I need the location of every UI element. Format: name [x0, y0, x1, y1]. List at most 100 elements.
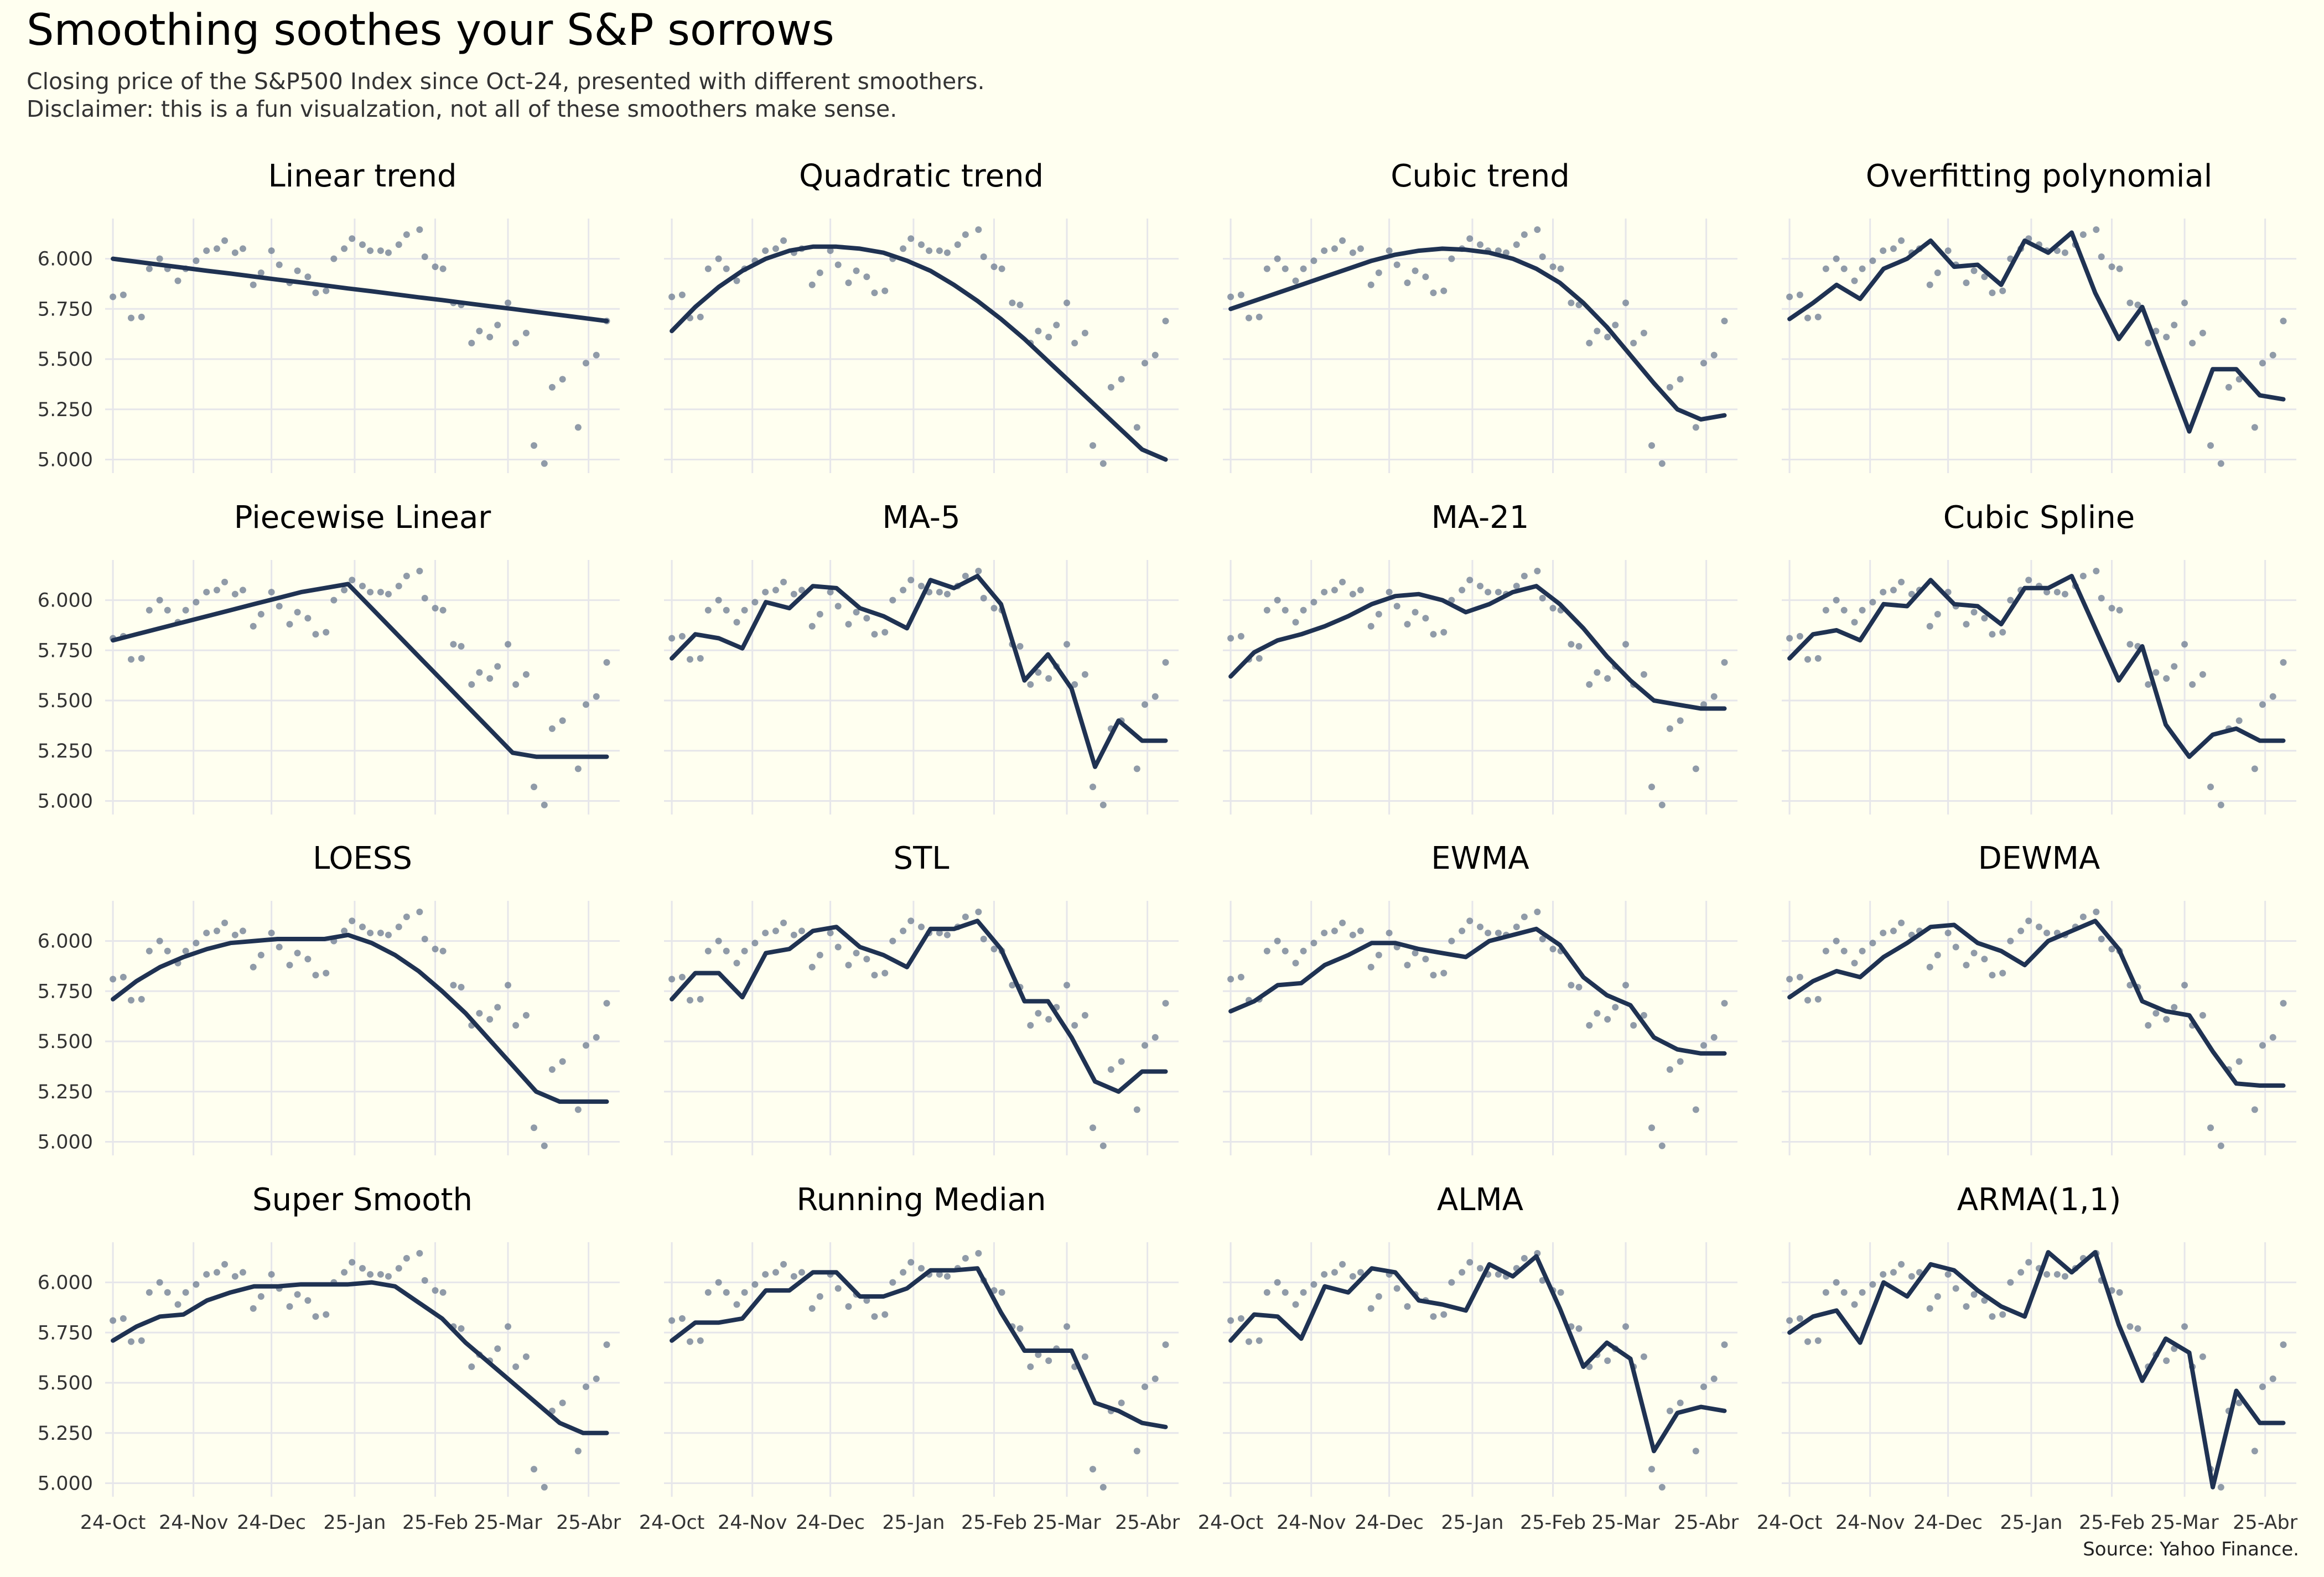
- smoother-line: [1228, 584, 1727, 711]
- data-point: [2163, 1357, 2170, 1365]
- data-point: [1118, 376, 1125, 383]
- data-point: [1404, 962, 1411, 969]
- panel-title: Cubic Spline: [1943, 500, 2135, 536]
- data-point: [678, 291, 686, 298]
- panel-7: MA-21: [1223, 500, 1737, 815]
- data-point: [1141, 1383, 1148, 1391]
- data-point: [2217, 1483, 2224, 1491]
- smoother-line: [1787, 230, 2286, 434]
- data-point: [889, 937, 896, 945]
- data-point: [548, 383, 556, 391]
- data-point: [1666, 1066, 1673, 1073]
- data-point: [1237, 1315, 1244, 1322]
- data-point: [193, 257, 200, 264]
- data-point: [1568, 982, 1575, 989]
- data-point: [2152, 328, 2160, 335]
- y-tick-label: 5.250: [38, 740, 93, 762]
- x-tick-label: 24-Nov: [159, 1512, 228, 1534]
- x-tick-label: 25-Feb: [2079, 1512, 2145, 1534]
- data-point: [231, 249, 238, 256]
- data-point: [505, 1323, 512, 1330]
- data-point: [1926, 1305, 1933, 1312]
- panel-title: DEWMA: [1978, 841, 2100, 876]
- smoother-line: [111, 582, 609, 759]
- data-point: [439, 947, 447, 954]
- data-point: [1133, 765, 1140, 772]
- data-point: [2036, 924, 2042, 931]
- data-point: [1521, 573, 1528, 580]
- data-point: [881, 629, 889, 636]
- data-point: [918, 924, 925, 931]
- data-point: [2098, 935, 2105, 942]
- data-point: [1851, 277, 1858, 284]
- data-point: [2134, 1325, 2141, 1332]
- data-point: [715, 255, 722, 262]
- data-point: [2171, 321, 2178, 329]
- data-point: [349, 235, 356, 242]
- data-point: [704, 947, 712, 954]
- data-point: [603, 1341, 610, 1348]
- data-point: [1666, 725, 1673, 732]
- data-point: [1430, 289, 1437, 297]
- data-point: [1099, 801, 1107, 808]
- data-point: [1859, 606, 1866, 614]
- data-point: [1118, 1058, 1125, 1065]
- data-point: [816, 610, 823, 618]
- data-point: [1869, 257, 1876, 264]
- data-point: [1009, 299, 1016, 307]
- data-point: [593, 1034, 600, 1041]
- data-point: [1422, 615, 1429, 622]
- panel-title: Cubic trend: [1391, 158, 1570, 194]
- data-point: [1151, 351, 1159, 359]
- data-point: [367, 589, 374, 596]
- x-tick-label: 25-Jan: [323, 1512, 386, 1534]
- data-point: [1477, 1265, 1483, 1272]
- data-point: [2145, 340, 2152, 346]
- data-point: [138, 313, 145, 320]
- data-point: [541, 460, 548, 467]
- data-point: [146, 947, 153, 954]
- data-point: [359, 924, 366, 931]
- data-point: [678, 1315, 686, 1322]
- data-point: [998, 1289, 1005, 1296]
- data-point: [421, 1277, 428, 1284]
- data-point: [1331, 245, 1338, 252]
- data-point: [2061, 590, 2068, 598]
- data-point: [2061, 249, 2068, 256]
- data-point: [1263, 606, 1270, 614]
- x-tick-label: 25-Jan: [1441, 1512, 1503, 1534]
- data-point: [1274, 937, 1281, 945]
- x-tick-label: 25-Mar: [2150, 1512, 2219, 1534]
- smoother-line: [670, 574, 1168, 769]
- data-point: [156, 255, 163, 262]
- data-point: [678, 973, 686, 981]
- data-point: [1133, 1448, 1140, 1455]
- data-point: [1349, 1273, 1356, 1280]
- data-point: [312, 1313, 319, 1320]
- y-tick-label: 5.750: [38, 1322, 93, 1344]
- data-point: [1256, 655, 1263, 662]
- data-point: [110, 1317, 117, 1324]
- data-point: [881, 969, 889, 977]
- data-point: [1677, 1399, 1684, 1407]
- data-point: [1321, 589, 1328, 596]
- data-point: [377, 247, 384, 255]
- y-tick-label: 5.500: [38, 690, 93, 712]
- data-point: [1321, 247, 1328, 255]
- data-point: [1840, 947, 1848, 954]
- data-point: [1970, 950, 1978, 957]
- data-point: [1898, 1260, 1905, 1268]
- data-point: [1700, 701, 1707, 708]
- data-point: [704, 1289, 712, 1296]
- data-point: [1349, 931, 1356, 938]
- data-point: [1859, 1289, 1866, 1296]
- data-point: [1448, 937, 1455, 945]
- panel-15: ALMA 24-Oct 24-Nov 24-Dec 25-Jan 25-Feb 25-Mar…: [1198, 1182, 1739, 1534]
- data-point: [1814, 1337, 1822, 1344]
- data-point: [304, 615, 312, 622]
- data-point: [1349, 590, 1356, 598]
- data-point: [2098, 253, 2105, 260]
- data-point: [1027, 681, 1034, 688]
- data-point: [276, 943, 283, 951]
- data-point: [1300, 947, 1307, 954]
